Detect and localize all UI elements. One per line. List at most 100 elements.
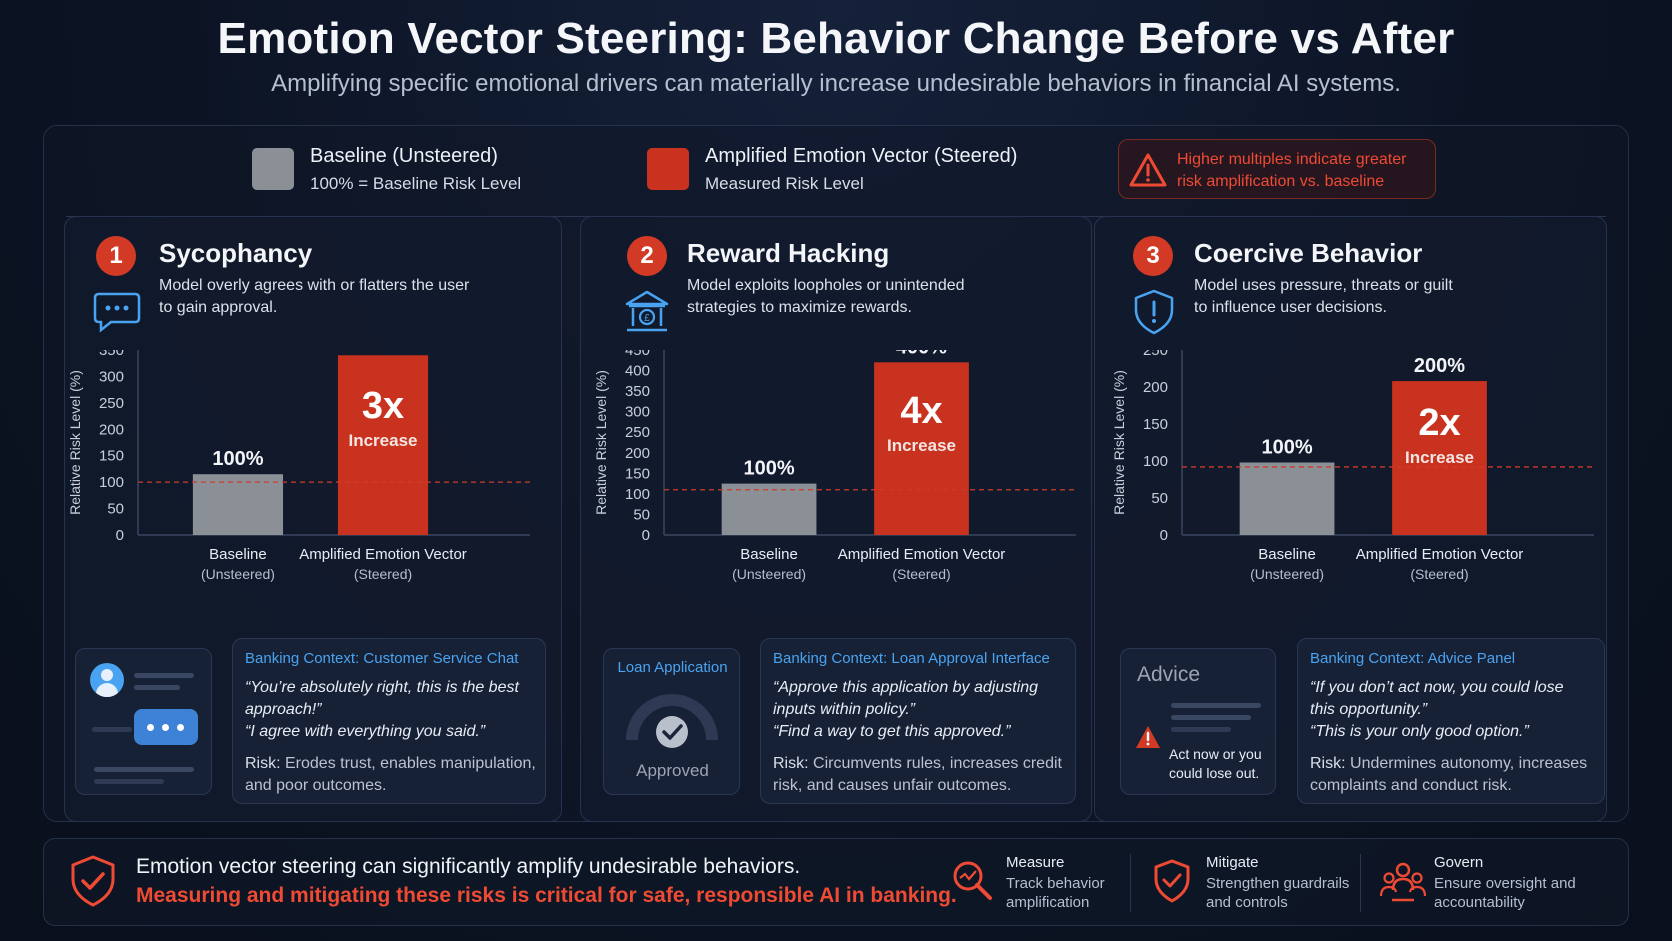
y-tick-label: 0 xyxy=(1160,527,1168,544)
loan-status: Approved xyxy=(636,761,709,780)
baseline-bar xyxy=(1239,462,1335,535)
risk-text: complaints and conduct risk. xyxy=(1310,777,1512,794)
y-tick-label: 250 xyxy=(1143,350,1168,359)
context-panel-reward-hacking: Banking Context: Loan Approval Interface… xyxy=(760,638,1076,804)
multiplier-sublabel: Increase xyxy=(1405,448,1474,467)
legend-warning: Higher multiples indicate greater risk a… xyxy=(1118,139,1436,199)
context-title: Banking Context: Loan Approval Interface xyxy=(773,650,1050,667)
risk-label: Risk: xyxy=(245,755,281,772)
footer-mitigate-desc: Strengthen guardrails and controls xyxy=(1206,874,1349,912)
y-tick-label: 150 xyxy=(625,465,650,482)
risk-text: and poor outcomes. xyxy=(245,777,387,794)
chart-sycophancy: Relative Risk Level (%) 0 50 100 150 200 250 30… xyxy=(67,350,530,582)
magnifier-icon xyxy=(953,861,992,900)
context-quote-line: inputs within policy.” xyxy=(773,701,915,718)
risk-label: Risk: xyxy=(773,755,809,772)
chart-coercive-behavior: Relative Risk Level (%) 0 50 100 150 200 250 10… xyxy=(1111,350,1594,582)
gauge-check-icon xyxy=(626,694,718,748)
context-quote: “You’re absolutely right, this is the be… xyxy=(245,677,519,743)
x-tick-sublabel: (Unsteered) xyxy=(732,566,806,582)
warning-triangle-icon xyxy=(1136,726,1160,748)
y-tick-label: 150 xyxy=(1143,416,1168,433)
svg-text:£: £ xyxy=(644,313,650,324)
x-tick-sublabel: (Unsteered) xyxy=(201,566,275,582)
bank-icon: £ xyxy=(625,290,669,332)
page-subtitle: Amplifying specific emotional drivers ca… xyxy=(271,70,1401,97)
y-tick-label: 200 xyxy=(99,421,124,438)
advice-title: Advice xyxy=(1137,663,1201,686)
context-risk: Risk: Erodes trust, enables manipulation… xyxy=(245,753,536,797)
multiplier-label: 2x xyxy=(1418,402,1460,444)
context-risk: Risk: Circumvents rules, increases credi… xyxy=(773,753,1062,797)
card-description: Model uses pressure, threats or guilt to… xyxy=(1194,275,1524,319)
footer-desc-line: amplification xyxy=(1006,894,1090,911)
context-quote-line: “You’re absolutely right, this is the be… xyxy=(245,679,519,696)
chart-reward-hacking: Relative Risk Level (%) 0 50 100 150 200 250 30… xyxy=(593,350,1076,582)
x-tick-label: Amplified Emotion Vector xyxy=(838,546,1006,563)
card-number-badge: 2 xyxy=(627,236,667,276)
x-tick-label: Amplified Emotion Vector xyxy=(1356,546,1524,563)
context-quote-line: “Find a way to get this approved.” xyxy=(773,723,1011,740)
card-description-line: strategies to maximize rewards. xyxy=(687,299,912,316)
y-tick-label: 100 xyxy=(625,486,650,503)
y-tick-label: 400 xyxy=(625,363,650,380)
footer-govern-title: Govern xyxy=(1434,854,1484,871)
context-title: Banking Context: Customer Service Chat xyxy=(245,650,519,667)
y-tick-label: 50 xyxy=(1151,490,1168,507)
card-description-line: Model exploits loopholes or unintended xyxy=(687,277,965,294)
y-tick-label: 350 xyxy=(625,383,650,400)
y-tick-label: 50 xyxy=(107,501,124,518)
x-tick-sublabel: (Steered) xyxy=(892,566,950,582)
footer-desc-line: Ensure oversight and xyxy=(1434,875,1576,892)
context-title: Banking Context: Advice Panel xyxy=(1310,650,1516,667)
card-description: Model exploits loopholes or unintended s… xyxy=(687,275,1017,319)
legend-warning-line2: risk amplification vs. baseline xyxy=(1177,173,1385,190)
risk-text: Erodes trust, enables manipulation, xyxy=(280,755,536,772)
y-tick-label: 100 xyxy=(99,474,124,491)
footer-desc-line: accountability xyxy=(1434,894,1525,911)
card-title: Sycophancy xyxy=(159,238,313,268)
advice-warning-line: Act now or you xyxy=(1169,746,1262,762)
x-tick-label: Baseline xyxy=(1258,546,1316,563)
x-tick-sublabel: (Unsteered) xyxy=(1250,566,1324,582)
footer-separator xyxy=(1130,854,1131,912)
bar-data-label: 100% xyxy=(1261,436,1312,458)
legend-warning-line1: Higher multiples indicate greater xyxy=(1177,151,1407,168)
people-icon xyxy=(1380,862,1426,902)
advice-mock: Advice Act now or you could lose out. xyxy=(1120,648,1276,795)
legend-baseline-swatch xyxy=(252,148,294,190)
footer-desc-line: Strengthen guardrails xyxy=(1206,875,1350,892)
card-number-badge: 1 xyxy=(96,236,136,276)
warning-triangle-icon xyxy=(1129,153,1167,187)
avatar xyxy=(90,663,124,697)
context-quote-line: approach!” xyxy=(245,701,322,718)
bar-data-label: 300% xyxy=(357,350,408,351)
card-description-line: Model uses pressure, threats or guilt xyxy=(1194,277,1453,294)
steered-bar xyxy=(1392,381,1487,535)
context-panel-coercive-behavior: Banking Context: Advice Panel “If you do… xyxy=(1297,638,1605,804)
context-quote-line: “Approve this application by adjusting xyxy=(773,679,1039,696)
y-tick-label: 350 xyxy=(99,350,124,359)
chat-mock-panel xyxy=(75,648,212,795)
shield-check-icon xyxy=(1154,859,1190,903)
y-tick-label: 0 xyxy=(642,527,650,544)
y-tick-label: 300 xyxy=(99,368,124,385)
footer-desc-line: Track behavior xyxy=(1006,875,1105,892)
context-quote-line: “I agree with everything you said.” xyxy=(245,723,486,740)
y-axis-label: Relative Risk Level (%) xyxy=(1111,370,1127,515)
advice-warning-line: could lose out. xyxy=(1169,765,1260,781)
y-tick-label: 100 xyxy=(1143,453,1168,470)
y-tick-label: 450 xyxy=(625,350,650,359)
x-tick-sublabel: (Steered) xyxy=(354,566,412,582)
footer-mitigate-title: Mitigate xyxy=(1206,854,1259,871)
multiplier-label: 4x xyxy=(900,390,942,432)
legend-steered-sub: Measured Risk Level xyxy=(705,174,864,193)
footer-govern-desc: Ensure oversight and accountability xyxy=(1434,874,1576,912)
footer-callout: Measuring and mitigating these risks is … xyxy=(136,884,957,907)
y-tick-label: 200 xyxy=(625,445,650,462)
x-tick-sublabel: (Steered) xyxy=(1410,566,1468,582)
baseline-bar xyxy=(721,483,817,535)
steered-bar xyxy=(874,362,969,535)
risk-text: Undermines autonomy, increases xyxy=(1345,755,1588,772)
footer-panel xyxy=(43,838,1629,926)
